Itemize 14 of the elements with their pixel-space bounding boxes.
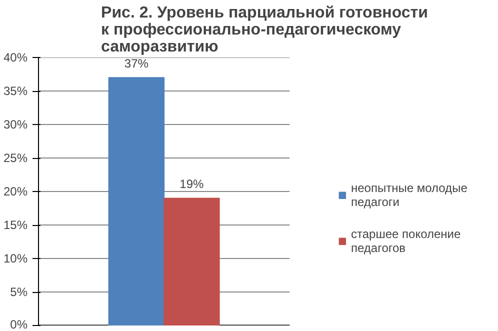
y-tick-label: 40% xyxy=(3,50,28,64)
y-tick-label: 35% xyxy=(3,84,28,98)
y-tick-label: 25% xyxy=(3,151,28,165)
chart-title: Рис. 2. Уровень парциальной готовности к профессионально-педагогическому саморазвитию xyxy=(101,4,428,56)
legend-label: неопытные молодые педагоги xyxy=(351,181,468,209)
y-tick-label: 10% xyxy=(3,252,28,266)
y-tick-label: 20% xyxy=(3,184,28,198)
y-tick-label: 5% xyxy=(10,285,28,299)
y-tick-label: 0% xyxy=(10,318,28,331)
y-tick-label: 15% xyxy=(3,218,28,232)
y-tick-label: 30% xyxy=(3,118,28,132)
data-label: 19% xyxy=(180,177,204,192)
legend-label: старшее поколение педагогов xyxy=(351,227,461,255)
data-label: 37% xyxy=(124,56,149,71)
